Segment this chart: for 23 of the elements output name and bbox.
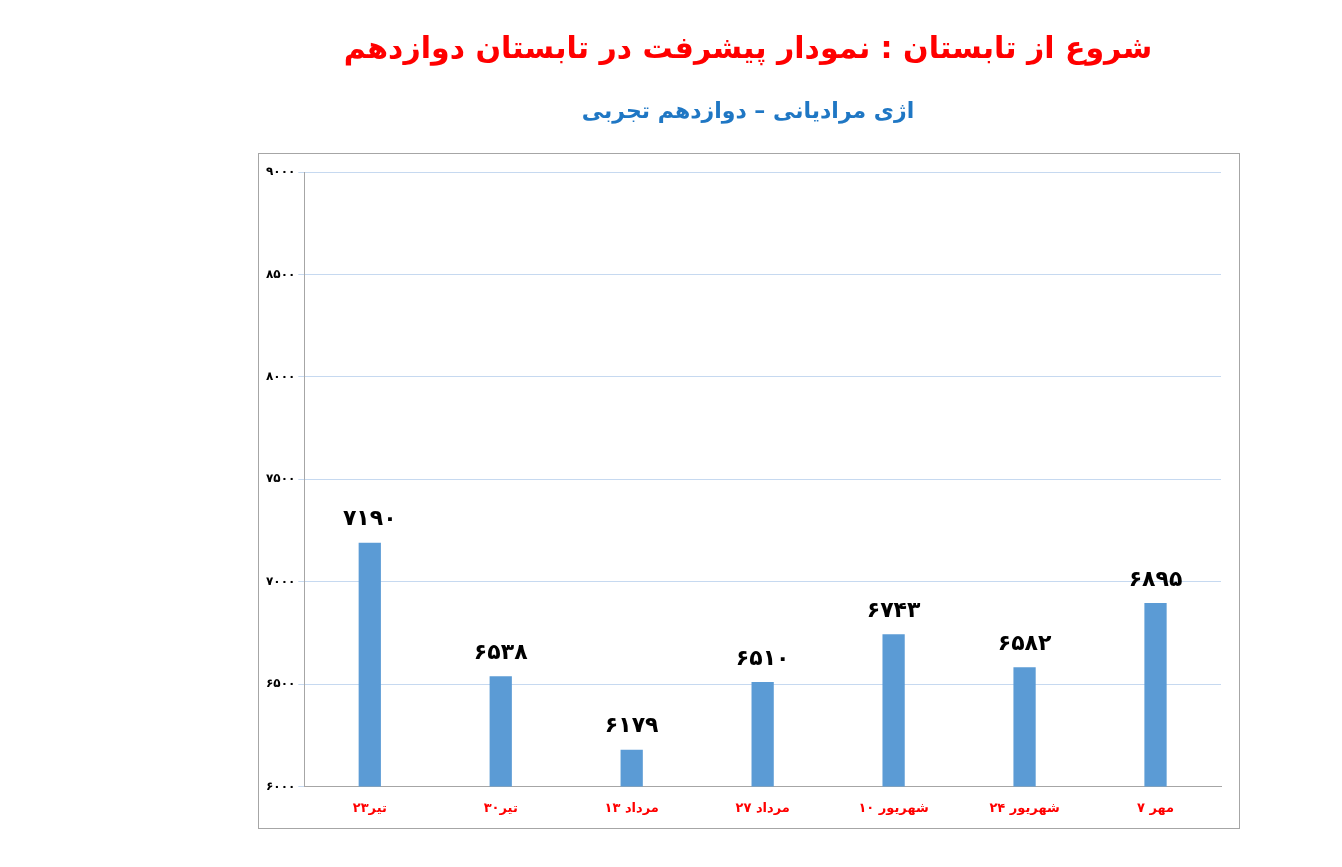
y-tick-label: ۶۵۰۰	[266, 676, 296, 691]
data-label: ۶۵۱۰	[735, 644, 790, 670]
y-tick-label: ۷۵۰۰	[266, 471, 296, 486]
y-tick-label: ۷۰۰۰	[266, 573, 296, 588]
x-tick-label: ۳۰تیر	[483, 799, 518, 815]
x-tick-label: ۷ مهر	[1136, 799, 1175, 815]
chart-title: شروع از تابستان : نمودار پیشرفت در تابستان دوازدهم	[342, 30, 1154, 65]
x-tick-label: ۱۳ مرداد	[604, 799, 659, 815]
data-label: ۶۵۳۸	[473, 638, 529, 664]
x-tick-label: ۲۴ شهریور	[989, 799, 1060, 815]
data-label: ۶۷۴۳	[866, 596, 922, 622]
chart-subtitle: اژی مرادیانی – دوازدهم تجربی	[580, 98, 916, 123]
data-label: ۷۱۹۰	[342, 505, 397, 531]
data-label: ۶۸۹۵	[1128, 565, 1183, 591]
x-tick-label: ۲۳تیر	[352, 799, 387, 815]
y-tick-label: ۸۵۰۰	[266, 266, 296, 281]
data-label: ۶۱۷۹	[604, 712, 659, 738]
y-tick-label: ۹۰۰۰	[266, 164, 296, 179]
x-tick-label: ۲۷ مرداد	[735, 799, 790, 815]
y-tick-label: ۶۰۰۰	[266, 778, 296, 793]
x-tick-label: ۱۰ شهریور	[858, 799, 929, 815]
data-label: ۶۵۸۲	[997, 629, 1052, 655]
y-tick-label: ۸۰۰۰	[266, 368, 296, 383]
